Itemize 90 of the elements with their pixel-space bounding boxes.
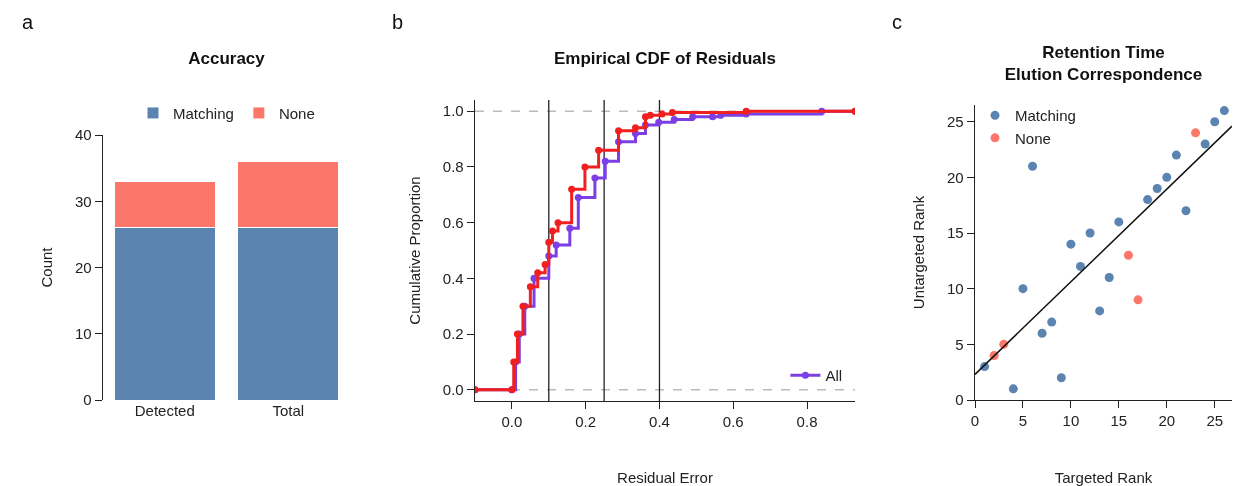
point xyxy=(541,260,549,268)
y-tick-label: 10 xyxy=(947,279,964,297)
point xyxy=(646,111,654,119)
point xyxy=(658,110,666,118)
x-tick-label: 0.8 xyxy=(796,413,818,431)
legend-label: None xyxy=(1015,129,1051,147)
point xyxy=(595,146,603,154)
y-tick-label: 20 xyxy=(947,168,964,186)
point xyxy=(1143,195,1153,205)
y-tick-label: 30 xyxy=(75,192,92,210)
x-tick-label: 0.6 xyxy=(722,413,744,431)
x-tick-label: 0.0 xyxy=(501,413,523,431)
point xyxy=(1210,117,1220,127)
legend-label: None xyxy=(278,104,315,122)
point xyxy=(548,227,556,235)
point xyxy=(1162,172,1172,182)
y-tick-label: 0.0 xyxy=(442,381,464,399)
y-axis-title: Untargeted Rank xyxy=(910,195,928,310)
point xyxy=(1200,139,1210,149)
y-axis-title: Cumulative Proportion xyxy=(406,176,424,325)
x-tick-label: Detected xyxy=(134,402,195,419)
point xyxy=(1018,284,1028,294)
legend-label: Matching xyxy=(1015,107,1076,125)
y-tick-label: 0.8 xyxy=(442,158,464,176)
chart-title: Retention Time Elution Correspondence xyxy=(1004,43,1203,85)
x-axis-title: Residual Error xyxy=(617,469,713,486)
text: c xyxy=(892,11,902,33)
point xyxy=(1095,306,1105,316)
point xyxy=(1104,273,1114,283)
x-tick-label: 20 xyxy=(1158,412,1176,430)
chart-title: Accuracy xyxy=(188,48,266,68)
y-tick-label: 15 xyxy=(947,224,964,242)
x-tick-label: 0 xyxy=(970,412,980,430)
point xyxy=(1056,373,1066,383)
y-tick-label: 1.0 xyxy=(442,102,464,120)
legend-label: All xyxy=(825,367,843,385)
point xyxy=(1114,217,1124,227)
y-tick-label: 0.6 xyxy=(442,213,464,231)
y-tick-label: 0.2 xyxy=(442,325,464,343)
point xyxy=(1085,228,1095,238)
point xyxy=(689,113,697,121)
point xyxy=(709,113,717,121)
x-axis-title: Targeted Rank xyxy=(1054,469,1153,486)
point xyxy=(591,174,599,182)
point xyxy=(1181,206,1191,216)
point xyxy=(631,124,639,132)
y-axis-title: Count xyxy=(38,246,56,288)
x-tick-label: 0.2 xyxy=(575,413,597,431)
point xyxy=(1152,183,1162,193)
point xyxy=(1037,328,1047,338)
y-tick-label: 0.4 xyxy=(442,269,464,287)
point xyxy=(1171,150,1181,160)
text: b xyxy=(392,11,404,33)
y-tick-label: 5 xyxy=(955,335,964,353)
legend-label: Matching xyxy=(173,104,234,122)
x-tick-label: 5 xyxy=(1018,412,1028,430)
point xyxy=(668,109,676,117)
x-tick-label: 15 xyxy=(1110,412,1128,430)
point xyxy=(566,224,574,232)
point xyxy=(1066,239,1076,249)
point xyxy=(655,118,663,126)
text: a xyxy=(22,11,34,33)
point xyxy=(1008,384,1018,394)
point xyxy=(1047,317,1057,327)
x-tick-label: 0.4 xyxy=(649,413,670,431)
point xyxy=(581,163,589,171)
x-tick-label: Total xyxy=(272,402,305,419)
point xyxy=(1123,250,1133,260)
point xyxy=(545,238,553,246)
x-tick-label: 10 xyxy=(1062,412,1080,430)
point xyxy=(534,269,542,277)
y-tick-label: 25 xyxy=(947,112,964,130)
point xyxy=(1133,295,1143,305)
chart-title: Empirical CDF of Residuals xyxy=(554,48,776,68)
point xyxy=(568,185,576,193)
point xyxy=(574,194,582,202)
point xyxy=(615,127,623,135)
y-tick-label: 10 xyxy=(75,325,92,342)
point xyxy=(670,116,678,124)
point xyxy=(1075,261,1085,271)
point xyxy=(1191,128,1201,138)
y-tick-label: 20 xyxy=(75,258,92,276)
point xyxy=(554,219,562,227)
x-tick-label: 25 xyxy=(1206,412,1224,430)
y-tick-label: 40 xyxy=(75,126,92,144)
point xyxy=(526,283,534,291)
point xyxy=(1219,106,1229,116)
point xyxy=(1028,161,1038,171)
point xyxy=(601,157,609,165)
point xyxy=(552,241,560,249)
